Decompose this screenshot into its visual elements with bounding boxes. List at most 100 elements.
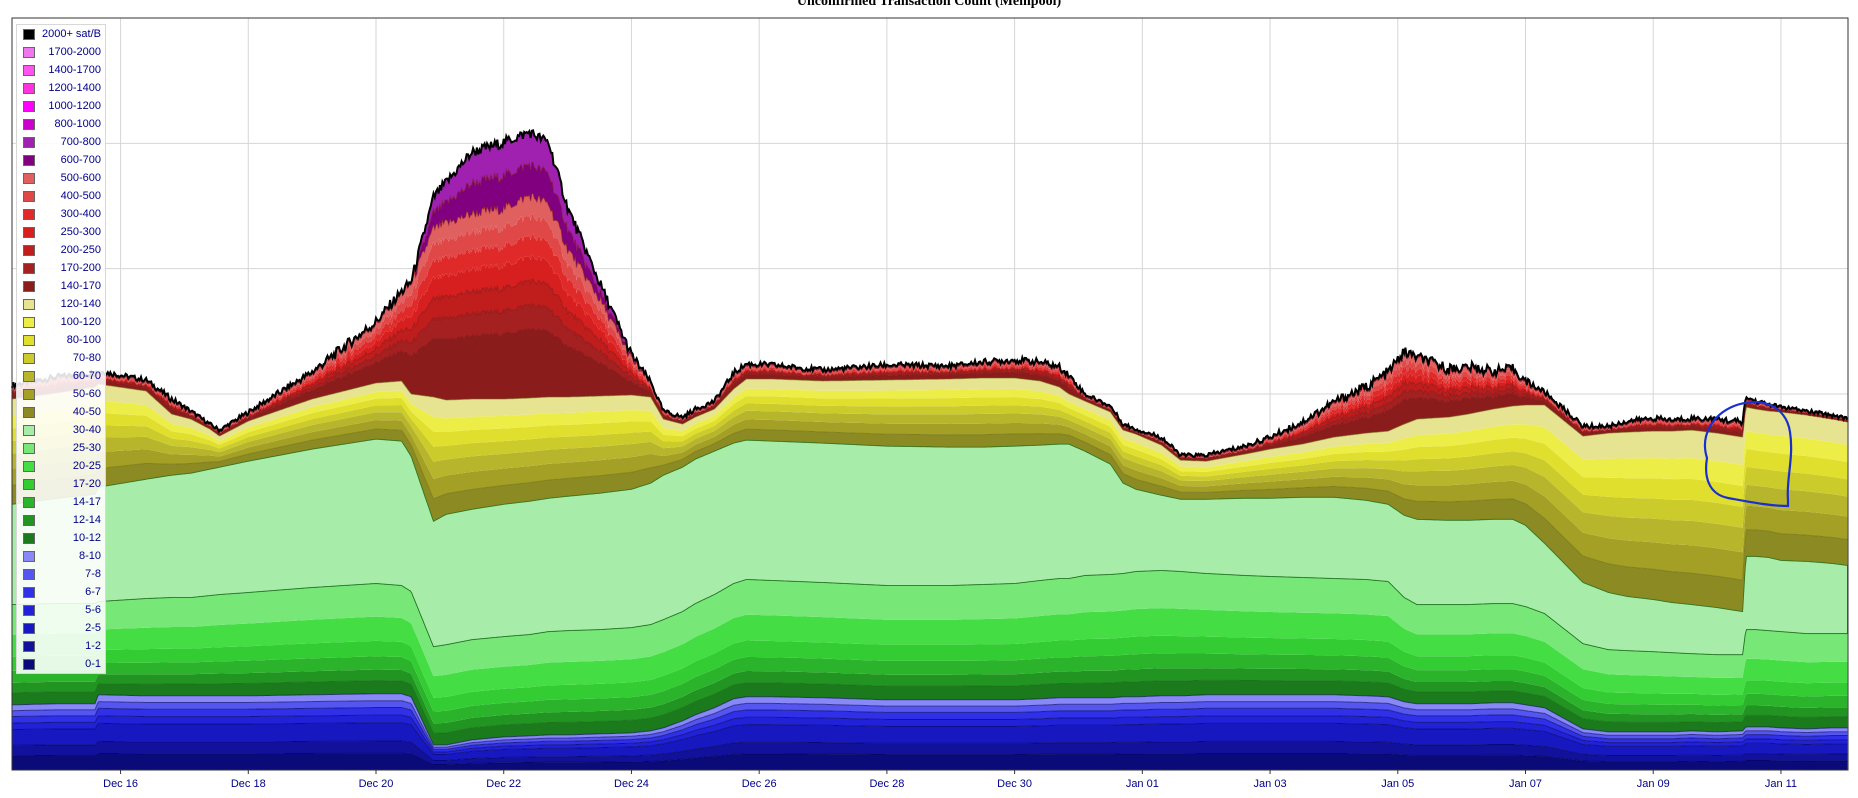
legend-label: 800-1000 bbox=[54, 118, 102, 130]
legend-label: 5-6 bbox=[85, 604, 101, 616]
area-band-5-6 bbox=[12, 715, 1848, 755]
legend-swatch bbox=[23, 262, 35, 274]
legend-item: 70-80 bbox=[17, 349, 105, 367]
area-band-17-20 bbox=[12, 635, 1848, 712]
legend-item: 1000-1200 bbox=[17, 97, 105, 115]
chart-legend: 2000+ sat/B 1700-2000 1400-1700 1200-1400 10… bbox=[16, 24, 106, 674]
band-boundary-3 bbox=[12, 714, 1848, 753]
total-outline bbox=[11, 128, 1849, 459]
legend-label: 80-100 bbox=[66, 334, 101, 346]
legend-label: 8-10 bbox=[78, 550, 101, 562]
legend-swatch bbox=[23, 208, 35, 220]
legend-swatch bbox=[23, 658, 35, 670]
legend-item: 250-300 bbox=[17, 223, 105, 241]
legend-label: 6-7 bbox=[85, 586, 101, 598]
legend-label: 1000-1200 bbox=[48, 100, 101, 112]
legend-label: 1400-1700 bbox=[48, 64, 101, 76]
legend-swatch bbox=[23, 586, 35, 598]
x-axis-tick-labels: Dec 16 Dec 18 Dec 20 Dec 22 Dec 24 Dec 26 Dec … bbox=[103, 770, 1797, 790]
legend-label: 500-600 bbox=[60, 172, 101, 184]
legend-label: 600-700 bbox=[60, 154, 101, 166]
legend-item: 0-1 bbox=[17, 655, 105, 673]
legend-item: 300-400 bbox=[17, 205, 105, 223]
legend-label: 40-50 bbox=[72, 406, 101, 418]
legend-label: 14-17 bbox=[72, 496, 101, 508]
x-tick-label-5: Dec 26 bbox=[742, 778, 777, 790]
area-band-7-8 bbox=[12, 700, 1848, 750]
legend-swatch bbox=[23, 640, 35, 652]
legend-item: 5-6 bbox=[17, 601, 105, 619]
legend-item: 25-30 bbox=[17, 439, 105, 457]
legend-swatch bbox=[23, 478, 35, 490]
legend-label: 17-20 bbox=[72, 478, 101, 490]
x-tick-label-4: Dec 24 bbox=[614, 778, 649, 790]
legend-swatch bbox=[23, 154, 35, 166]
x-tick-label-2: Dec 20 bbox=[359, 778, 394, 790]
legend-swatch bbox=[23, 496, 35, 508]
legend-item: 8-10 bbox=[17, 547, 105, 565]
legend-swatch bbox=[23, 136, 35, 148]
legend-label: 2000+ sat/B bbox=[41, 28, 101, 40]
legend-item: 2-5 bbox=[17, 619, 105, 637]
x-tick-label-11: Jan 07 bbox=[1509, 778, 1542, 790]
band-boundary-1 bbox=[12, 740, 1848, 761]
legend-label: 60-70 bbox=[72, 370, 101, 382]
legend-item: 140-170 bbox=[17, 277, 105, 295]
legend-label: 1-2 bbox=[85, 640, 101, 652]
legend-item: 17-20 bbox=[17, 475, 105, 493]
hand-drawn-circle-annotation bbox=[1703, 401, 1793, 508]
legend-swatch bbox=[23, 622, 35, 634]
legend-label: 20-25 bbox=[72, 460, 101, 472]
total-line bbox=[11, 128, 1849, 459]
legend-item: 10-12 bbox=[17, 529, 105, 547]
area-band-40-50 bbox=[12, 429, 1848, 612]
area-band-20-25 bbox=[12, 608, 1848, 698]
x-tick-label-3: Dec 22 bbox=[486, 778, 521, 790]
legend-item: 1-2 bbox=[17, 637, 105, 655]
area-band-100-120 bbox=[12, 388, 1848, 486]
x-tick-label-0: Dec 16 bbox=[103, 778, 138, 790]
legend-swatch bbox=[23, 406, 35, 418]
area-band-140-170 bbox=[12, 328, 1848, 462]
x-tick-label-13: Jan 11 bbox=[1765, 778, 1797, 790]
legend-swatch bbox=[23, 442, 35, 454]
area-band-25-30 bbox=[12, 570, 1848, 678]
chart-title: Unconfirmed Transaction Count (Mempool) bbox=[796, 0, 1062, 9]
legend-swatch bbox=[23, 550, 35, 562]
legend-label: 300-400 bbox=[60, 208, 101, 220]
legend-label: 140-170 bbox=[60, 280, 101, 292]
area-band-10-12 bbox=[12, 680, 1848, 745]
legend-label: 1700-2000 bbox=[48, 46, 101, 58]
legend-swatch bbox=[23, 316, 35, 328]
legend-item: 7-8 bbox=[17, 565, 105, 583]
x-tick-label-7: Dec 30 bbox=[997, 778, 1032, 790]
legend-item: 60-70 bbox=[17, 367, 105, 385]
area-band-60-70 bbox=[12, 410, 1848, 553]
legend-label: 10-12 bbox=[72, 532, 101, 544]
legend-item: 1400-1700 bbox=[17, 61, 105, 79]
legend-item: 400-500 bbox=[17, 187, 105, 205]
legend-item: 30-40 bbox=[17, 421, 105, 439]
legend-swatch bbox=[23, 28, 35, 40]
band-boundary-22 bbox=[11, 303, 1848, 461]
band-boundary-23 bbox=[11, 278, 1848, 461]
legend-swatch bbox=[23, 226, 35, 238]
band-boundary-13 bbox=[11, 438, 1848, 613]
legend-item: 14-17 bbox=[17, 493, 105, 511]
x-tick-label-6: Dec 28 bbox=[869, 778, 904, 790]
legend-item: 1700-2000 bbox=[17, 43, 105, 61]
legend-label: 2-5 bbox=[85, 622, 101, 634]
legend-label: 200-250 bbox=[60, 244, 101, 256]
legend-label: 70-80 bbox=[72, 352, 101, 364]
legend-swatch bbox=[23, 334, 35, 346]
legend-item: 12-14 bbox=[17, 511, 105, 529]
band-boundary-5 bbox=[12, 700, 1848, 748]
legend-item: 800-1000 bbox=[17, 115, 105, 133]
legend-label: 7-8 bbox=[85, 568, 101, 580]
area-band-2-5 bbox=[12, 722, 1848, 761]
band-boundary-21 bbox=[11, 327, 1848, 461]
legend-swatch bbox=[23, 604, 35, 616]
x-tick-label-8: Jan 01 bbox=[1126, 778, 1159, 790]
legend-item: 2000+ sat/B bbox=[17, 25, 105, 43]
